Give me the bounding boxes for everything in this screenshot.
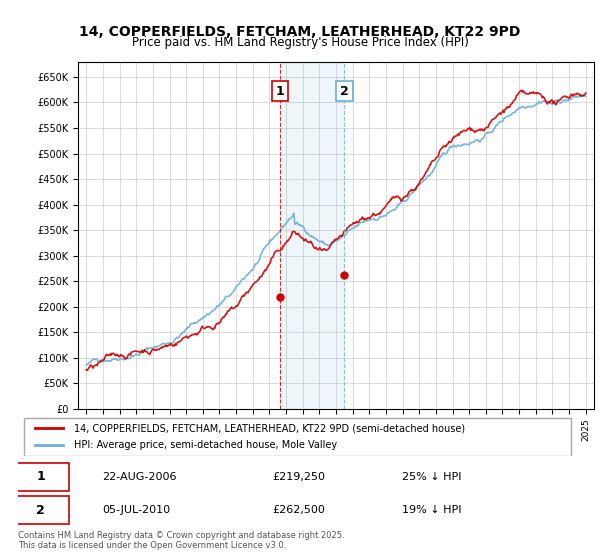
Text: 1: 1 [276,85,284,97]
Text: 14, COPPERFIELDS, FETCHAM, LEATHERHEAD, KT22 9PD (semi-detached house): 14, COPPERFIELDS, FETCHAM, LEATHERHEAD, … [74,423,466,433]
Text: 14, COPPERFIELDS, FETCHAM, LEATHERHEAD, KT22 9PD: 14, COPPERFIELDS, FETCHAM, LEATHERHEAD, … [79,25,521,39]
Text: 2: 2 [36,504,45,517]
Text: Price paid vs. HM Land Registry's House Price Index (HPI): Price paid vs. HM Land Registry's House … [131,36,469,49]
Text: 05-JUL-2010: 05-JUL-2010 [103,505,171,515]
Text: 2: 2 [340,85,349,97]
Text: £219,250: £219,250 [272,472,325,482]
Bar [280,62,344,409]
FancyBboxPatch shape [23,418,571,456]
Text: 19% ↓ HPI: 19% ↓ HPI [401,505,461,515]
Text: Contains HM Land Registry data © Crown copyright and database right 2025.
This d: Contains HM Land Registry data © Crown c… [18,531,344,550]
FancyBboxPatch shape [13,463,69,491]
Text: HPI: Average price, semi-detached house, Mole Valley: HPI: Average price, semi-detached house,… [74,440,338,450]
Text: £262,500: £262,500 [272,505,325,515]
Text: 25% ↓ HPI: 25% ↓ HPI [401,472,461,482]
FancyBboxPatch shape [13,496,69,524]
Text: 22-AUG-2006: 22-AUG-2006 [103,472,177,482]
Text: 1: 1 [36,470,45,483]
